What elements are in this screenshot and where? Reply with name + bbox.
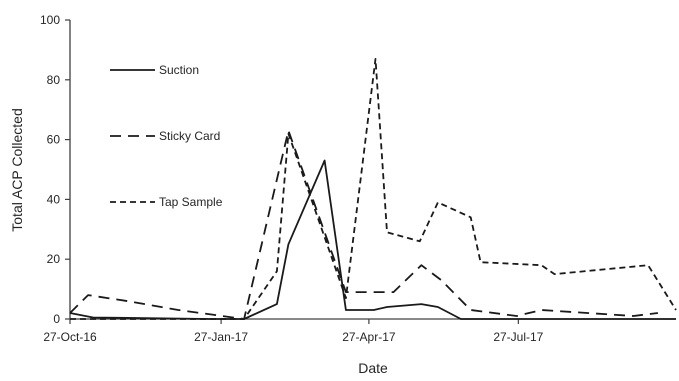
legend-label: Tap Sample [159, 195, 223, 209]
plot-area: 0 20 40 60 80 100 27-Oct-16 27-Jan-17 27-Apr-17… [40, 13, 677, 344]
legend-label: Sticky Card [159, 129, 220, 143]
y-tick-label: 100 [40, 13, 60, 27]
y-tick-label: 0 [53, 312, 60, 326]
x-ticks: 27-Oct-16 27-Jan-17 27-Apr-17 27-Jul-17 [43, 319, 544, 344]
legend: Suction Sticky Card Tap Sample [110, 63, 223, 209]
series-line-1 [69, 159, 676, 320]
x-tick-label: 27-Oct-16 [43, 330, 97, 344]
series-layer [69, 58, 677, 320]
legend-label: Suction [159, 63, 199, 77]
y-tick-label: 80 [47, 73, 61, 87]
y-tick-label: 60 [47, 133, 61, 147]
y-tick-label: 20 [47, 252, 61, 266]
x-axis-title: Date [358, 360, 388, 376]
y-ticks: 0 20 40 60 80 100 [40, 13, 70, 326]
x-tick-label: 27-Apr-17 [342, 330, 396, 344]
y-tick-label: 40 [47, 192, 61, 206]
y-axis-title: Total ACP Collected [9, 108, 25, 231]
x-tick-label: 27-Jan-17 [194, 330, 248, 344]
series-line-3 [70, 58, 677, 320]
series-line-2 [69, 129, 659, 320]
x-tick-label: 27-Jul-17 [493, 330, 543, 344]
